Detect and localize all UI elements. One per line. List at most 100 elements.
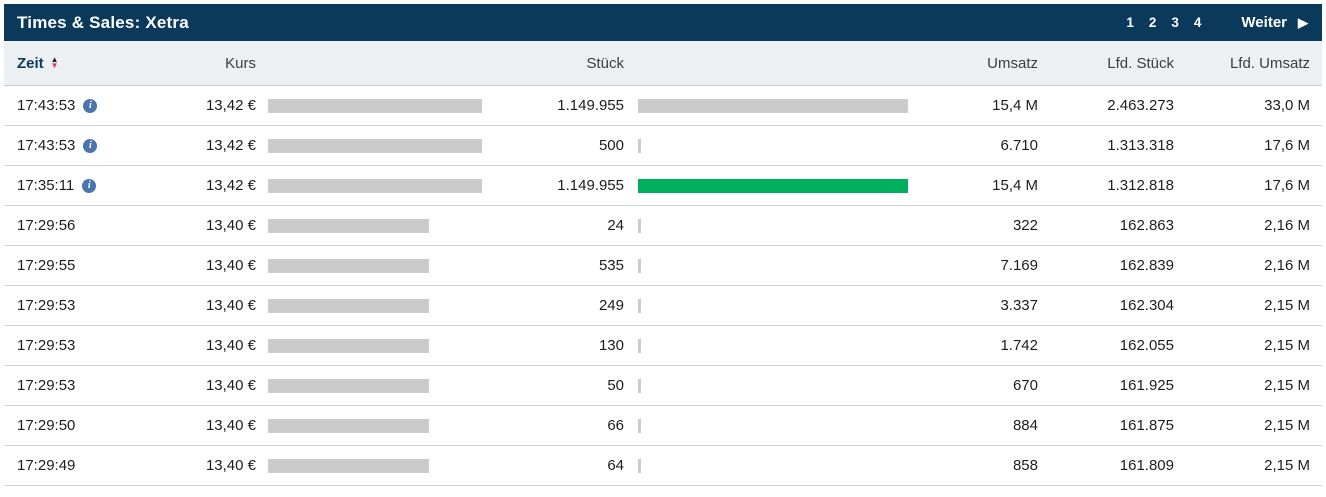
- cell-zeit: 17:29:53 i: [17, 297, 167, 314]
- cell-umsatz: 6.710: [1000, 137, 1038, 154]
- cell-lfd-umsatz: 2,15 M: [1264, 337, 1310, 354]
- table-row: 17:29:53 i 13,40 € 249 3.337 162.304 2,1…: [4, 286, 1322, 326]
- table-row: 17:29:50 i 13,40 € 66 884 161.875 2,15 M: [4, 406, 1322, 446]
- page-link-1[interactable]: 1: [1126, 15, 1134, 30]
- kurs-bar: [268, 218, 429, 233]
- page-link-4[interactable]: 4: [1193, 15, 1202, 30]
- stueck-bar-cell: [624, 98, 908, 113]
- kurs-bar: [268, 378, 429, 393]
- cell-stueck: 535: [598, 257, 624, 274]
- table-row: 17:29:53 i 13,40 € 50 670 161.925 2,15 M: [4, 366, 1322, 406]
- stueck-bar: [638, 98, 908, 113]
- kurs-bar: [268, 258, 429, 273]
- stueck-bar: [638, 458, 641, 473]
- table-row: 17:29:49 i 13,40 € 64 858 161.809 2,15 M: [4, 446, 1322, 486]
- pagination: 1 2 3 4: [1111, 15, 1201, 30]
- stueck-bar-cell: [624, 378, 908, 393]
- cell-lfd-stueck: 161.875: [1119, 417, 1174, 434]
- cell-umsatz: 1.742: [1000, 337, 1038, 354]
- widget-title: Times & Sales: Xetra: [17, 12, 189, 32]
- table-row: 17:29:55 i 13,40 € 535 7.169 162.839 2,1…: [4, 246, 1322, 286]
- cell-lfd-umsatz: 2,15 M: [1264, 377, 1310, 394]
- trade-time: 17:29:53: [17, 377, 76, 394]
- kurs-bar: [268, 178, 482, 193]
- kurs-bar: [268, 338, 429, 353]
- cell-kurs: 13,42 €: [205, 97, 256, 114]
- info-icon[interactable]: i: [82, 178, 97, 193]
- cell-kurs: 13,40 €: [205, 337, 256, 354]
- sort-icon: ▲ ▼: [50, 55, 59, 70]
- cell-kurs: 13,40 €: [205, 297, 256, 314]
- kurs-bar: [268, 138, 482, 153]
- trade-time: 17:29:53: [17, 337, 76, 354]
- trade-time: 17:35:11: [17, 177, 75, 194]
- cell-lfd-umsatz: 33,0 M: [1264, 97, 1310, 114]
- info-icon[interactable]: i: [83, 138, 98, 153]
- stueck-bar: [638, 338, 641, 353]
- next-page-button[interactable]: Weiter ▶: [1241, 14, 1308, 31]
- cell-lfd-umsatz: 2,15 M: [1264, 297, 1310, 314]
- column-header-zeit[interactable]: Zeit ▲ ▼: [17, 55, 167, 72]
- cell-kurs: 13,40 €: [205, 377, 256, 394]
- cell-lfd-umsatz: 2,16 M: [1264, 217, 1310, 234]
- cell-kurs: 13,40 €: [205, 217, 256, 234]
- cell-zeit: 17:43:53 i: [17, 137, 167, 154]
- stueck-bar-cell: [624, 338, 908, 353]
- kurs-bar-cell: [256, 258, 494, 273]
- cell-lfd-stueck: 1.312.818: [1107, 177, 1174, 194]
- cell-lfd-umsatz: 17,6 M: [1264, 177, 1310, 194]
- page-link-3[interactable]: 3: [1171, 15, 1179, 30]
- cell-stueck: 130: [598, 337, 624, 354]
- kurs-bar: [268, 98, 482, 113]
- cell-lfd-stueck: 1.313.318: [1107, 137, 1174, 154]
- table-body: 17:43:53 i 13,42 € 1.149.955 15,4 M 2.46…: [4, 86, 1322, 486]
- widget-titlebar: Times & Sales: Xetra 1 2 3 4 Weiter ▶: [4, 4, 1322, 41]
- cell-umsatz: 670: [1012, 377, 1038, 394]
- column-header-stueck[interactable]: Stück: [586, 54, 624, 72]
- sort-up-triangle-icon: ▲: [50, 55, 59, 64]
- cell-umsatz: 7.169: [1000, 257, 1038, 274]
- column-header-umsatz[interactable]: Umsatz: [987, 54, 1038, 72]
- stueck-bar-cell: [624, 298, 908, 313]
- cell-umsatz: 884: [1012, 417, 1038, 434]
- times-sales-widget: Times & Sales: Xetra 1 2 3 4 Weiter ▶ Ze…: [4, 4, 1322, 486]
- cell-zeit: 17:29:55 i: [17, 257, 167, 274]
- column-header-zeit-label: Zeit: [17, 54, 44, 72]
- cell-stueck: 64: [607, 457, 624, 474]
- cell-zeit: 17:29:50 i: [17, 417, 167, 434]
- info-icon[interactable]: i: [83, 98, 98, 113]
- cell-zeit: 17:35:11 i: [17, 177, 167, 194]
- cell-zeit: 17:29:53 i: [17, 377, 167, 394]
- column-header-lfd-stueck[interactable]: Lfd. Stück: [1107, 54, 1174, 72]
- cell-umsatz: 322: [1012, 217, 1038, 234]
- cell-kurs: 13,40 €: [205, 257, 256, 274]
- trade-time: 17:43:53: [17, 137, 76, 154]
- kurs-bar-cell: [256, 338, 494, 353]
- table-header-row: Zeit ▲ ▼ Kurs Stück Umsatz Lfd. Stück Lf…: [4, 41, 1322, 86]
- cell-stueck: 249: [598, 297, 624, 314]
- cell-lfd-stueck: 2.463.273: [1107, 97, 1174, 114]
- stueck-bar: [638, 378, 641, 393]
- kurs-bar-cell: [256, 98, 494, 113]
- kurs-bar-cell: [256, 298, 494, 313]
- play-arrow-icon: ▶: [1298, 15, 1308, 30]
- cell-lfd-umsatz: 17,6 M: [1264, 137, 1310, 154]
- cell-stueck: 1.149.955: [557, 177, 624, 194]
- cell-stueck: 500: [598, 137, 624, 154]
- kurs-bar: [268, 418, 429, 433]
- kurs-bar-cell: [256, 378, 494, 393]
- cell-umsatz: 3.337: [1000, 297, 1038, 314]
- column-header-kurs[interactable]: Kurs: [225, 54, 256, 72]
- cell-lfd-umsatz: 2,16 M: [1264, 257, 1310, 274]
- page-link-2[interactable]: 2: [1148, 15, 1157, 30]
- stueck-bar-cell: [624, 258, 908, 273]
- column-header-lfd-umsatz[interactable]: Lfd. Umsatz: [1229, 54, 1310, 72]
- cell-umsatz: 858: [1012, 457, 1038, 474]
- stueck-bar: [638, 138, 641, 153]
- cell-umsatz: 15,4 M: [992, 177, 1038, 194]
- table-row: 17:35:11 i 13,42 € 1.149.955 15,4 M 1.31…: [4, 166, 1322, 206]
- cell-zeit: 17:29:53 i: [17, 337, 167, 354]
- stueck-bar-cell: [624, 418, 908, 433]
- stueck-bar: [638, 218, 641, 233]
- kurs-bar-cell: [256, 418, 494, 433]
